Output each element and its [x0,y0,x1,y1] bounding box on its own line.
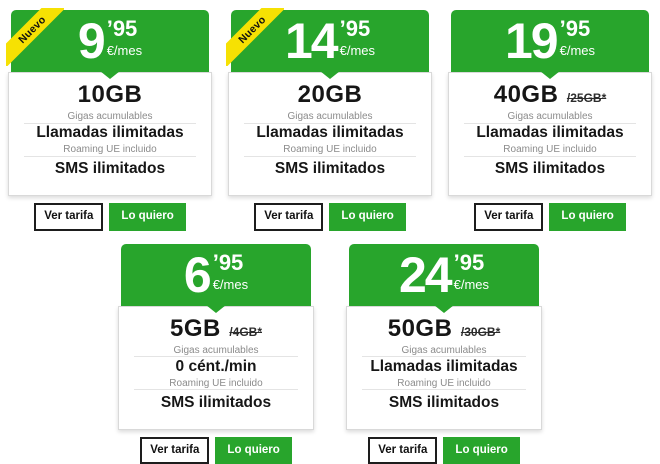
plan-price: 14 ’95 €/mes [285,14,375,68]
sms-feature: SMS ilimitados [352,391,536,419]
price-integer: 24 [399,248,451,302]
data-amount: 10GB [78,81,143,108]
price-decimals: ’95 [213,253,244,273]
ver-tarifa-button[interactable]: Ver tarifa [34,203,103,231]
price-side: ’95 €/mes [213,248,248,292]
calls-block: Llamadas ilimitadas Roaming UE incluido [454,124,646,155]
plan-price-header: 9 ’95 €/mes [11,10,209,72]
price-side: ’95 €/mes [454,248,489,292]
calls-feature: Llamadas ilimitadas [454,124,646,142]
data-note: Gigas acumulables [124,345,308,356]
data-line: 10GB [14,81,206,109]
header-notch-pointer [206,305,226,313]
lo-quiero-button[interactable]: Lo quiero [109,203,185,231]
price-integer: 14 [285,14,337,68]
plan-price: 24 ’95 €/mes [399,248,489,302]
calls-block: Llamadas ilimitadas Roaming UE incluido [14,124,206,155]
header-notch-pointer [540,71,560,79]
ver-tarifa-button[interactable]: Ver tarifa [254,203,323,231]
plan-card: Nuevo 9 ’95 €/mes 10GB Gigas acumulables [8,10,212,231]
plan-card: Nuevo 14 ’95 €/mes 20GB Gigas acumulable… [228,10,432,231]
plan-price-header: 24 ’95 €/mes [349,244,539,306]
ver-tarifa-button[interactable]: Ver tarifa [474,203,543,231]
lo-quiero-button[interactable]: Lo quiero [549,203,625,231]
data-amount-old: /25GB* [567,91,606,105]
data-line: 50GB /30GB* [352,315,536,343]
data-amount: 5GB [170,315,221,342]
plan-price: 9 ’95 €/mes [78,14,142,68]
price-period: €/mes [560,44,595,58]
plans-row-bottom: 6 ’95 €/mes 5GB /4GB* Gigas acumulables … [0,231,660,464]
roaming-note: Roaming UE incluido [234,144,426,155]
sms-feature: SMS ilimitados [14,157,206,185]
calls-block: Llamadas ilimitadas Roaming UE incluido [234,124,426,155]
data-note: Gigas acumulables [234,111,426,122]
sms-feature: SMS ilimitados [454,157,646,185]
calls-feature: Llamadas ilimitadas [234,124,426,142]
plan-details: 5GB /4GB* Gigas acumulables 0 cént./min … [118,306,314,430]
price-integer: 6 [184,248,210,302]
plan-price: 19 ’95 €/mes [505,14,595,68]
price-decimals: ’95 [560,19,591,39]
data-block: 50GB /30GB* Gigas acumulables [352,315,536,356]
price-decimals: ’95 [454,253,485,273]
plan-details: 40GB /25GB* Gigas acumulables Llamadas i… [448,72,652,196]
plan-details: 10GB Gigas acumulables Llamadas ilimitad… [8,72,212,196]
plan-price-header: 14 ’95 €/mes [231,10,429,72]
lo-quiero-button[interactable]: Lo quiero [329,203,405,231]
plan-card: 19 ’95 €/mes 40GB /25GB* Gigas acumulabl… [448,10,652,231]
data-note: Gigas acumulables [352,345,536,356]
data-note: Gigas acumulables [14,111,206,122]
price-decimals: ’95 [340,19,371,39]
price-period: €/mes [107,44,142,58]
data-line: 5GB /4GB* [124,315,308,343]
price-period: €/mes [340,44,375,58]
data-amount: 40GB [494,81,559,108]
sms-feature: SMS ilimitados [124,391,308,419]
data-note: Gigas acumulables [454,111,646,122]
roaming-note: Roaming UE incluido [352,378,536,389]
calls-block: Llamadas ilimitadas Roaming UE incluido [352,358,536,389]
data-line: 40GB /25GB* [454,81,646,109]
header-notch-pointer [320,71,340,79]
price-side: ’95 €/mes [560,14,595,58]
roaming-note: Roaming UE incluido [454,144,646,155]
plan-actions: Ver tarifa Lo quiero [448,203,652,231]
plan-price-header: 19 ’95 €/mes [451,10,649,72]
calls-block: 0 cént./min Roaming UE incluido [124,358,308,389]
plan-actions: Ver tarifa Lo quiero [8,203,212,231]
plans-row-top: Nuevo 9 ’95 €/mes 10GB Gigas acumulables [0,0,660,231]
price-integer: 19 [505,14,557,68]
plan-price-header: 6 ’95 €/mes [121,244,311,306]
data-amount-old: /4GB* [229,325,262,339]
data-amount: 20GB [298,81,363,108]
roaming-note: Roaming UE incluido [14,144,206,155]
plan-actions: Ver tarifa Lo quiero [228,203,432,231]
data-amount-old: /30GB* [461,325,500,339]
calls-feature: Llamadas ilimitadas [14,124,206,142]
price-integer: 9 [78,14,104,68]
price-side: ’95 €/mes [107,14,142,58]
price-decimals: ’95 [107,19,138,39]
plan-details: 50GB /30GB* Gigas acumulables Llamadas i… [346,306,542,430]
data-block: 40GB /25GB* Gigas acumulables [454,81,646,122]
calls-feature: 0 cént./min [124,358,308,376]
calls-feature: Llamadas ilimitadas [352,358,536,376]
data-block: 10GB Gigas acumulables [14,81,206,122]
plan-price: 6 ’95 €/mes [184,248,248,302]
header-notch-pointer [434,305,454,313]
price-side: ’95 €/mes [340,14,375,58]
roaming-note: Roaming UE incluido [124,378,308,389]
price-period: €/mes [454,278,489,292]
plan-card: 24 ’95 €/mes 50GB /30GB* Gigas acumulabl… [346,244,542,464]
price-period: €/mes [213,278,248,292]
header-notch-pointer [100,71,120,79]
data-amount: 50GB [388,315,453,342]
data-block: 5GB /4GB* Gigas acumulables [124,315,308,356]
sms-feature: SMS ilimitados [234,157,426,185]
data-block: 20GB Gigas acumulables [234,81,426,122]
plan-details: 20GB Gigas acumulables Llamadas ilimitad… [228,72,432,196]
plan-card: 6 ’95 €/mes 5GB /4GB* Gigas acumulables … [118,244,314,464]
data-line: 20GB [234,81,426,109]
